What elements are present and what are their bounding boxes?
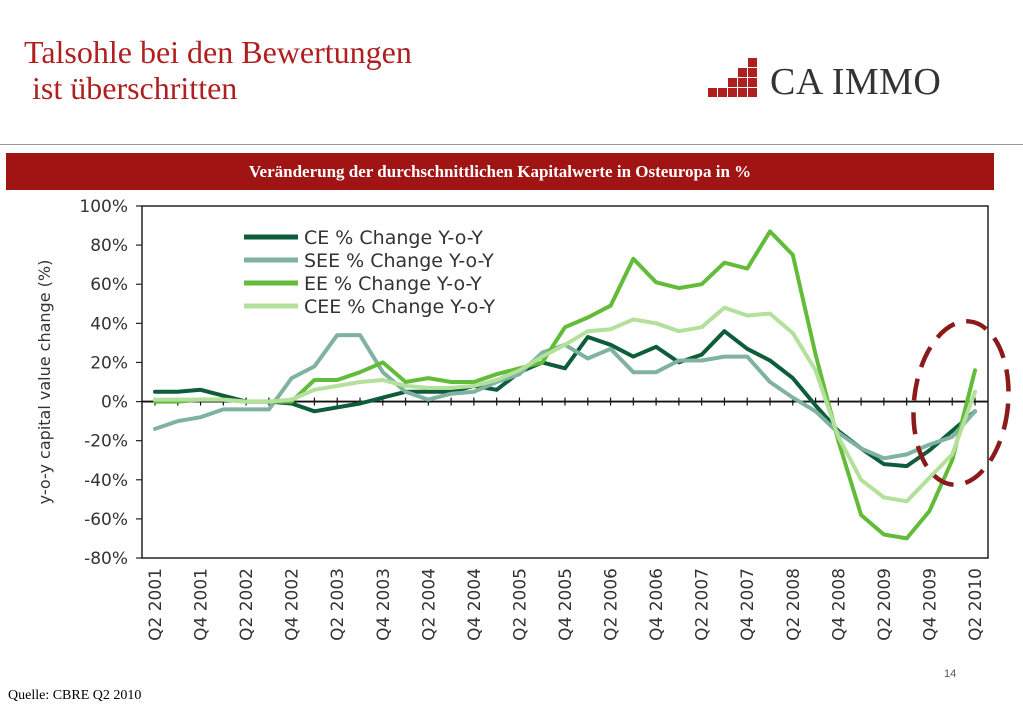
x-tick-label: Q4 2004 (465, 568, 485, 641)
x-tick-label: Q4 2006 (647, 568, 667, 641)
x-tick-label: Q2 2007 (693, 568, 713, 641)
legend-label-1: CE % Change Y-o-Y (304, 227, 483, 249)
x-tick-label: Q2 2010 (966, 568, 986, 641)
title-line-1: Talsohle bei den Bewertungen (24, 34, 412, 70)
line-chart: 100% 80% 60% 40% 20% 0% -20% -40% -60% -80% Q2 200… (35, 197, 1011, 641)
x-tick-label: Q4 2005 (556, 568, 576, 641)
y-tick-label: 40% (90, 314, 128, 334)
x-tick-label: Q4 2009 (920, 568, 940, 641)
x-tick-label: Q4 2008 (829, 568, 849, 641)
x-tick-label: Q4 2007 (738, 568, 758, 641)
page-number: 14 (944, 668, 957, 680)
highlight-circle-annotation (911, 319, 1011, 487)
source-note: Quelle: CBRE Q2 2010 (8, 688, 142, 703)
y-tick-label: -40% (84, 471, 128, 491)
y-tick-label: 0% (101, 393, 128, 413)
series-line-3 (153, 229, 977, 541)
y-tick-label: 80% (90, 236, 128, 256)
x-tick-label: Q4 2003 (374, 568, 394, 641)
y-tick-label: 60% (90, 275, 128, 295)
x-tick-label: Q2 2006 (602, 568, 622, 641)
x-tick-label: Q2 2003 (328, 568, 348, 641)
title-line-2: ist überschritten (24, 70, 238, 106)
x-tick-label: Q2 2005 (510, 568, 530, 641)
x-tick-label: Q2 2004 (419, 568, 439, 641)
series-line-4 (153, 305, 977, 504)
x-tick-label: Q4 2001 (192, 568, 212, 641)
legend-label-2: SEE % Change Y-o-Y (304, 250, 494, 272)
y-axis-title: y-o-y capital value change (%) (35, 260, 54, 505)
x-tick-label: Q2 2002 (237, 568, 257, 641)
y-tick-label: -20% (84, 432, 128, 452)
y-tick-label: 20% (90, 353, 128, 373)
x-tick-label: Q4 2002 (283, 568, 303, 641)
y-tick-label: -60% (84, 510, 128, 530)
x-tick-label: Q2 2009 (875, 568, 895, 641)
page-title: Talsohle bei den Bewertungen ist übersch… (24, 34, 412, 106)
y-tick-label: 100% (79, 197, 128, 217)
y-tick-label: -80% (84, 549, 128, 569)
legend-label-4: CEE % Change Y-o-Y (304, 296, 495, 318)
x-tick-label: Q2 2001 (146, 568, 166, 641)
logo-text: CA IMMO (770, 61, 942, 103)
x-tick-label: Q2 2008 (784, 568, 804, 641)
series-line-2 (153, 333, 977, 461)
ca-immo-logo: CA IMMO (708, 58, 968, 106)
chart-area: 100% 80% 60% 40% 20% 0% -20% -40% -60% -80% Q2 200… (0, 190, 1023, 685)
header-divider (0, 144, 1023, 145)
plot-frame (141, 205, 989, 559)
legend-label-3: EE % Change Y-o-Y (304, 273, 482, 295)
chart-banner: Veränderung der durchschnittlichen Kapit… (6, 153, 994, 190)
